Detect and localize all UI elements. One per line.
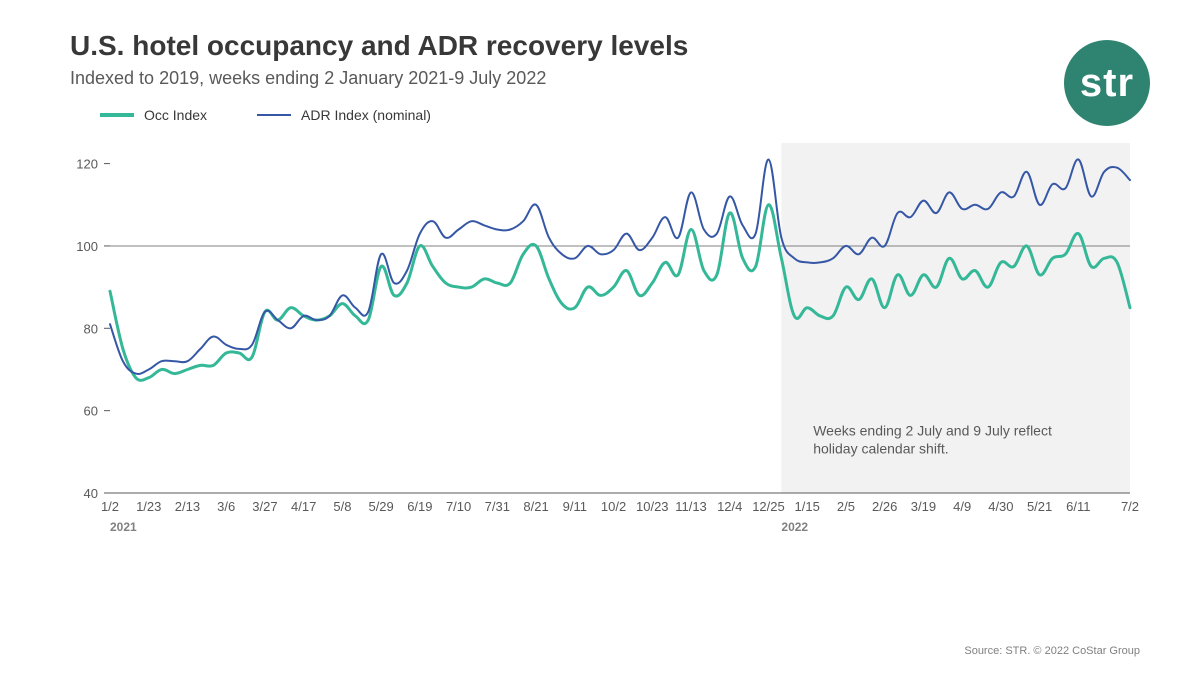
x-tick-label: 1/15: [795, 499, 820, 514]
legend-label-occ: Occ Index: [144, 107, 207, 123]
footer-source: Source: STR. © 2022 CoStar Group: [964, 645, 1140, 657]
x-tick-label: 6/11: [1066, 499, 1090, 514]
chart-note: Weeks ending 2 July and 9 July reflect: [813, 422, 1052, 438]
legend-swatch-occ: [100, 113, 134, 117]
y-tick-label: 80: [84, 321, 98, 336]
legend-item-occ: Occ Index: [100, 107, 207, 123]
x-tick-label: 5/29: [368, 499, 393, 514]
x-tick-label: 5/21: [1027, 499, 1052, 514]
x-tick-label: 7/10: [446, 499, 471, 514]
x-tick-label: 5/8: [333, 499, 351, 514]
legend-swatch-adr: [257, 114, 291, 116]
x-tick-label: 3/27: [252, 499, 277, 514]
chart-note: holiday calendar shift.: [813, 440, 948, 456]
x-tick-label: 6/19: [407, 499, 432, 514]
y-tick-label: 60: [84, 404, 98, 419]
x-tick-label: 8/21: [523, 499, 548, 514]
x-tick-label: 2/13: [175, 499, 200, 514]
x-tick-label: 1/2: [101, 499, 119, 514]
x-tick-label: 7/31: [485, 499, 510, 514]
x-tick-label: 11/13: [675, 499, 707, 514]
x-tick-label: 10/23: [636, 499, 669, 514]
x-tick-label: 4/9: [953, 499, 971, 514]
x-tick-label: 2/5: [837, 499, 855, 514]
page-title: U.S. hotel occupancy and ADR recovery le…: [70, 30, 1140, 62]
chart-svg: 40 60 80 100 120 1/2 1/23 2/13 3/6 3/27 4/17 5/8 5/2…: [70, 133, 1140, 553]
y-tick-label: 120: [76, 157, 98, 172]
x-tick-label: 1/23: [136, 499, 161, 514]
y-tick-label: 40: [84, 486, 98, 501]
str-logo-text: str: [1080, 61, 1134, 106]
x-tick-label: 12/25: [752, 499, 785, 514]
x-tick-label: 10/2: [601, 499, 626, 514]
x-tick-label: 7/2: [1121, 499, 1139, 514]
x-tick-label: 12/4: [717, 499, 742, 514]
x-tick-label: 4/17: [291, 499, 316, 514]
chart: 40 60 80 100 120 1/2 1/23 2/13 3/6 3/27 4/17 5/8 5/2…: [70, 133, 1140, 553]
year-label: 2022: [781, 520, 808, 534]
y-tick-label: 100: [76, 239, 98, 254]
str-logo: str: [1064, 40, 1150, 126]
page-subtitle: Indexed to 2019, weeks ending 2 January …: [70, 68, 1140, 89]
x-tick-label: 9/11: [563, 499, 587, 514]
x-tick-label: 4/30: [988, 499, 1013, 514]
year-label: 2021: [110, 520, 137, 534]
x-tick-label: 3/6: [217, 499, 235, 514]
x-tick-label: 2/26: [872, 499, 897, 514]
legend: Occ Index ADR Index (nominal): [100, 107, 1140, 123]
legend-label-adr: ADR Index (nominal): [301, 107, 431, 123]
x-tick-label: 3/19: [911, 499, 936, 514]
legend-item-adr: ADR Index (nominal): [257, 107, 431, 123]
